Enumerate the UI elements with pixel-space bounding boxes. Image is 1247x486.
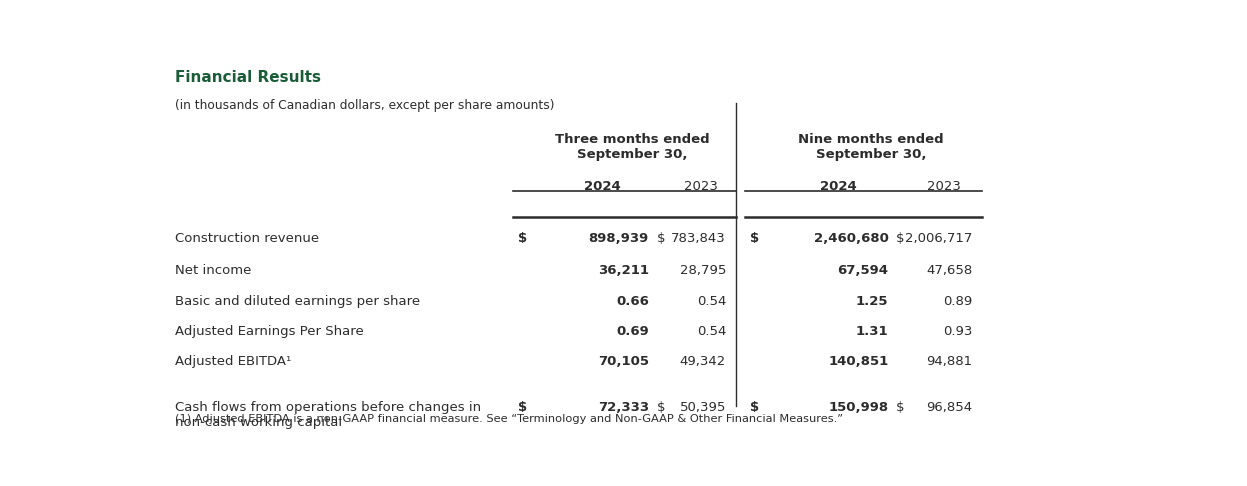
- Text: 50,395: 50,395: [680, 401, 726, 414]
- Text: 0.69: 0.69: [616, 325, 648, 338]
- Text: 0.93: 0.93: [943, 325, 973, 338]
- Text: 36,211: 36,211: [597, 264, 648, 277]
- Text: 94,881: 94,881: [927, 355, 973, 368]
- Text: 898,939: 898,939: [589, 232, 648, 245]
- Text: 28,795: 28,795: [680, 264, 726, 277]
- Text: 67,594: 67,594: [838, 264, 888, 277]
- Text: Nine months ended
September 30,: Nine months ended September 30,: [798, 133, 944, 161]
- Text: Financial Results: Financial Results: [175, 69, 322, 85]
- Text: (1) Adjusted EBITDA is a non-GAAP financial measure. See “Terminology and Non-GA: (1) Adjusted EBITDA is a non-GAAP financ…: [175, 414, 843, 424]
- Text: 140,851: 140,851: [828, 355, 888, 368]
- Text: 2024: 2024: [821, 180, 857, 193]
- Text: 2,460,680: 2,460,680: [813, 232, 888, 245]
- Text: Adjusted Earnings Per Share: Adjusted Earnings Per Share: [175, 325, 364, 338]
- Text: 150,998: 150,998: [828, 401, 888, 414]
- Text: $: $: [656, 401, 665, 414]
- Text: $: $: [656, 232, 665, 245]
- Text: 0.54: 0.54: [697, 325, 726, 338]
- Text: Basic and diluted earnings per share: Basic and diluted earnings per share: [175, 295, 420, 308]
- Text: 1.25: 1.25: [855, 295, 888, 308]
- Text: Cash flows from operations before changes in
non-cash working capital: Cash flows from operations before change…: [175, 401, 481, 429]
- Text: 47,658: 47,658: [927, 264, 973, 277]
- Text: 72,333: 72,333: [597, 401, 648, 414]
- Text: 96,854: 96,854: [927, 401, 973, 414]
- Text: 0.54: 0.54: [697, 295, 726, 308]
- Text: 2023: 2023: [685, 180, 718, 193]
- Text: Three months ended
September 30,: Three months ended September 30,: [555, 133, 710, 161]
- Text: 2023: 2023: [927, 180, 961, 193]
- Text: 1.31: 1.31: [855, 325, 888, 338]
- Text: $: $: [519, 232, 527, 245]
- Text: 70,105: 70,105: [597, 355, 648, 368]
- Text: Construction revenue: Construction revenue: [175, 232, 319, 245]
- Text: 0.66: 0.66: [616, 295, 648, 308]
- Text: $: $: [751, 232, 759, 245]
- Text: 783,843: 783,843: [671, 232, 726, 245]
- Text: 2024: 2024: [585, 180, 621, 193]
- Text: (in thousands of Canadian dollars, except per share amounts): (in thousands of Canadian dollars, excep…: [175, 100, 555, 112]
- Text: Adjusted EBITDA¹: Adjusted EBITDA¹: [175, 355, 292, 368]
- Text: $: $: [897, 232, 904, 245]
- Text: 2,006,717: 2,006,717: [905, 232, 973, 245]
- Text: 49,342: 49,342: [680, 355, 726, 368]
- Text: $: $: [751, 401, 759, 414]
- Text: Net income: Net income: [175, 264, 252, 277]
- Text: $: $: [897, 401, 904, 414]
- Text: $: $: [519, 401, 527, 414]
- Text: 0.89: 0.89: [943, 295, 973, 308]
